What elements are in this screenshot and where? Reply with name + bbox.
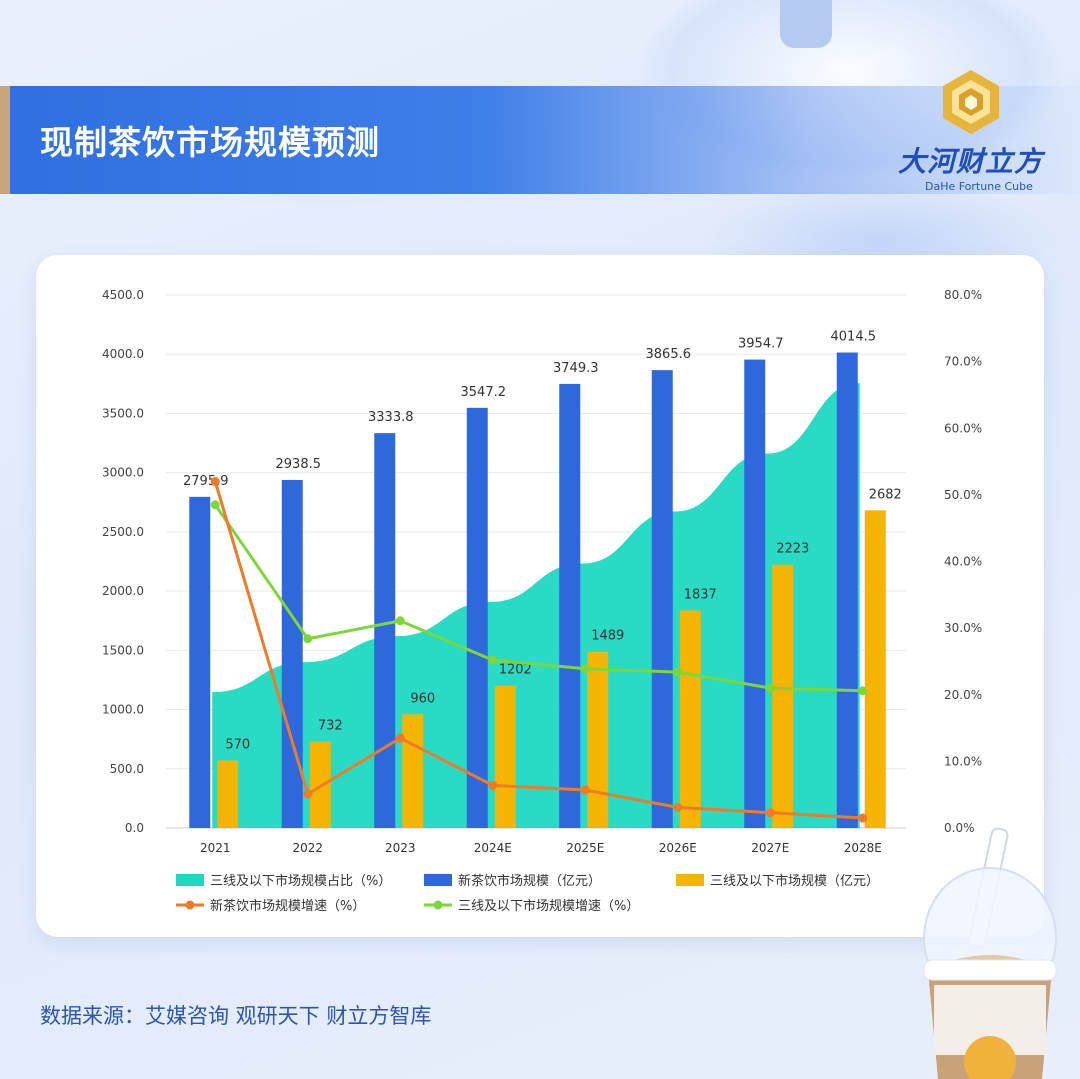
tier3-growth-point bbox=[303, 634, 313, 644]
y-right-tick-label: 40.0% bbox=[944, 555, 982, 569]
background-straw bbox=[780, 0, 832, 48]
data-label-newtea: 3865.6 bbox=[646, 347, 692, 362]
data-label-tier3: 2682 bbox=[869, 487, 902, 502]
bar-tier3 bbox=[587, 651, 609, 828]
data-label-newtea: 2795.9 bbox=[183, 474, 229, 489]
y-left-tick-label: 2500.0 bbox=[102, 525, 144, 539]
newtea-growth-point bbox=[765, 808, 775, 818]
tier3-growth-point bbox=[395, 616, 405, 626]
header-accent bbox=[0, 86, 10, 194]
x-tick-label: 2028E bbox=[844, 841, 882, 855]
bar-tier3 bbox=[494, 685, 516, 828]
legend-label: 三线及以下市场规模增速（%） bbox=[458, 898, 639, 914]
newtea-growth-point bbox=[858, 813, 868, 823]
bar-newtea bbox=[189, 496, 211, 828]
x-tick-label: 2023 bbox=[385, 841, 416, 855]
y-left-tick-label: 3000.0 bbox=[102, 466, 144, 480]
y-right-tick-label: 70.0% bbox=[944, 355, 982, 369]
bar-newtea bbox=[466, 407, 488, 828]
data-label-newtea: 3954.7 bbox=[738, 337, 784, 352]
newtea-growth-point bbox=[580, 785, 590, 795]
legend-swatch bbox=[424, 874, 452, 886]
y-left-tick-label: 4500.0 bbox=[102, 288, 144, 302]
brand-subtitle: DaHe Fortune Cube bbox=[925, 180, 1033, 193]
legend-swatch bbox=[676, 874, 704, 886]
tier3-growth-point bbox=[210, 500, 220, 510]
legend-label: 三线及以下市场规模（亿元） bbox=[710, 873, 879, 889]
brand-name: 大河财立方 bbox=[898, 145, 1044, 178]
legend-label: 新茶饮市场规模增速（%） bbox=[210, 898, 365, 914]
newtea-growth-point bbox=[395, 733, 405, 743]
bar-newtea bbox=[559, 383, 581, 828]
x-tick-label: 2021 bbox=[200, 841, 231, 855]
x-tick-label: 2026E bbox=[659, 841, 697, 855]
bar-tier3 bbox=[309, 741, 331, 828]
bar-tier3 bbox=[772, 564, 794, 828]
y-left-tick-label: 500.0 bbox=[110, 762, 144, 776]
newtea-growth-point bbox=[210, 477, 220, 487]
data-label-newtea: 3333.8 bbox=[368, 410, 414, 425]
data-label-tier3: 570 bbox=[225, 737, 250, 752]
tier3-growth-point bbox=[858, 686, 868, 696]
bar-newtea bbox=[836, 352, 858, 828]
x-tick-label: 2024E bbox=[474, 841, 512, 855]
y-right-tick-label: 30.0% bbox=[944, 621, 982, 635]
header-band bbox=[0, 86, 1080, 194]
y-right-tick-label: 20.0% bbox=[944, 688, 982, 702]
bar-newtea bbox=[744, 359, 766, 828]
y-left-tick-label: 3500.0 bbox=[102, 406, 144, 420]
y-left-tick-label: 2000.0 bbox=[102, 584, 144, 598]
newtea-growth-point bbox=[303, 789, 313, 799]
brand-logo-icon bbox=[943, 70, 999, 134]
page-title: 现制茶饮市场规模预测 bbox=[40, 123, 380, 162]
data-label-newtea: 3547.2 bbox=[461, 385, 507, 400]
data-source: 数据来源：艾媒咨询 观研天下 财立方智库 bbox=[40, 1004, 432, 1028]
tier3-growth-line bbox=[214, 504, 863, 693]
legend-label: 三线及以下市场规模占比（%） bbox=[210, 873, 391, 889]
y-right-tick-label: 10.0% bbox=[944, 754, 982, 768]
data-label-newtea: 4014.5 bbox=[831, 330, 877, 345]
y-left-tick-label: 4000.0 bbox=[102, 347, 144, 361]
y-left-tick-label: 0.0 bbox=[125, 821, 144, 835]
newtea-growth-line bbox=[213, 481, 863, 820]
bar-tier3 bbox=[679, 610, 701, 828]
data-label-tier3: 1202 bbox=[499, 663, 532, 678]
legend-swatch bbox=[176, 874, 204, 886]
data-label-tier3: 1489 bbox=[591, 629, 624, 644]
y-left-tick-label: 1000.0 bbox=[102, 703, 144, 717]
bar-tier3 bbox=[864, 510, 886, 828]
chart-card: 0.0 500.0 1000.0 1500.0 2000.0 2500.0 3000.0 35… bbox=[36, 255, 1044, 937]
data-label-tier3: 960 bbox=[410, 691, 435, 706]
data-label-newtea: 3749.3 bbox=[553, 361, 599, 376]
newtea-growth-point bbox=[673, 802, 683, 812]
x-tick-label: 2022 bbox=[292, 841, 323, 855]
y-right-tick-label: 60.0% bbox=[944, 421, 982, 435]
legend-swatch-point bbox=[433, 900, 443, 910]
bar-newtea bbox=[651, 370, 673, 828]
legend-label: 新茶饮市场规模（亿元） bbox=[458, 873, 601, 889]
y-right-tick-label: 80.0% bbox=[944, 288, 982, 302]
bar-newtea bbox=[281, 479, 303, 828]
newtea-growth-point bbox=[488, 780, 498, 790]
tier3-growth-point bbox=[488, 655, 498, 665]
chart: 0.0 500.0 1000.0 1500.0 2000.0 2500.0 3000.0 35… bbox=[102, 288, 982, 914]
tier3-growth-point bbox=[673, 667, 683, 677]
y-left-tick-label: 1500.0 bbox=[102, 643, 144, 657]
milk-tea-cup-icon bbox=[923, 827, 1057, 1079]
data-label-tier3: 1837 bbox=[684, 587, 717, 602]
legend-swatch-point bbox=[185, 900, 195, 910]
y-right-tick-label: 50.0% bbox=[944, 488, 982, 502]
data-label-tier3: 732 bbox=[318, 718, 343, 733]
tier3-growth-point bbox=[765, 683, 775, 693]
data-label-newtea: 2938.5 bbox=[276, 457, 322, 472]
x-tick-label: 2027E bbox=[751, 841, 789, 855]
bar-newtea bbox=[374, 433, 396, 828]
data-label-tier3: 2223 bbox=[776, 542, 809, 557]
x-tick-label: 2025E bbox=[566, 841, 604, 855]
tier3-growth-point bbox=[580, 664, 590, 674]
bar-tier3 bbox=[402, 714, 424, 828]
y-right-tick-label: 0.0% bbox=[944, 821, 975, 835]
bar-tier3 bbox=[217, 760, 239, 828]
